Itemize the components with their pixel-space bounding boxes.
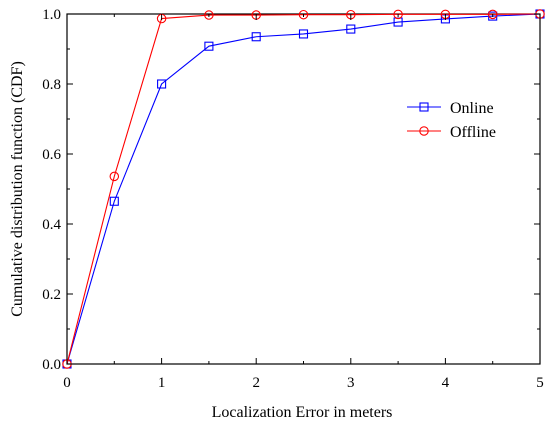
x-axis-label: Localization Error in meters bbox=[212, 404, 393, 421]
x-tick-label: 3 bbox=[347, 375, 355, 391]
plot-area bbox=[66, 13, 541, 365]
x-tick-label: 0 bbox=[63, 375, 71, 391]
series-offline bbox=[62, 9, 545, 369]
legend-label: Offline bbox=[450, 124, 496, 141]
y-tick-label: 0.2 bbox=[42, 287, 61, 303]
y-tick-label: 0.4 bbox=[42, 217, 61, 233]
ticks-layer: 0 1 2 3 4 5 0.0 0.2 0.4 0.6 0.8 1.0 bbox=[42, 7, 544, 391]
series-layer bbox=[62, 9, 545, 369]
data-point-square bbox=[298, 29, 309, 39]
data-point-square bbox=[419, 102, 429, 112]
y-tick-label: 1.0 bbox=[42, 7, 61, 23]
x-tick-label: 5 bbox=[536, 375, 544, 391]
series-online bbox=[62, 9, 545, 369]
legend: Online Offline bbox=[407, 100, 496, 141]
data-point-circle bbox=[487, 9, 498, 20]
data-point-square bbox=[251, 32, 261, 42]
data-point-square bbox=[109, 196, 119, 206]
x-tick-label: 4 bbox=[442, 375, 450, 391]
y-tick-label: 0.8 bbox=[42, 77, 61, 93]
data-point-square bbox=[157, 79, 167, 89]
y-tick-label: 0.6 bbox=[42, 147, 61, 163]
data-point-square bbox=[204, 41, 214, 51]
data-point-circle bbox=[419, 126, 429, 136]
x-tick-label: 1 bbox=[158, 375, 166, 391]
y-axis-label: Cumulative distribution function (CDF) bbox=[9, 61, 26, 317]
legend-label: Online bbox=[450, 100, 494, 117]
data-point-circle bbox=[393, 9, 403, 20]
legend-item-online: Online bbox=[407, 100, 494, 117]
data-point-square bbox=[346, 24, 356, 34]
data-point-circle bbox=[298, 9, 309, 20]
legend-item-offline: Offline bbox=[407, 124, 496, 141]
series-line bbox=[66, 13, 541, 365]
plot-frame bbox=[66, 13, 541, 365]
data-point-circle bbox=[109, 171, 120, 182]
series-line bbox=[66, 13, 541, 365]
data-point-circle bbox=[204, 10, 214, 20]
x-tick-label: 2 bbox=[252, 375, 260, 391]
y-tick-label: 0.0 bbox=[42, 357, 61, 373]
